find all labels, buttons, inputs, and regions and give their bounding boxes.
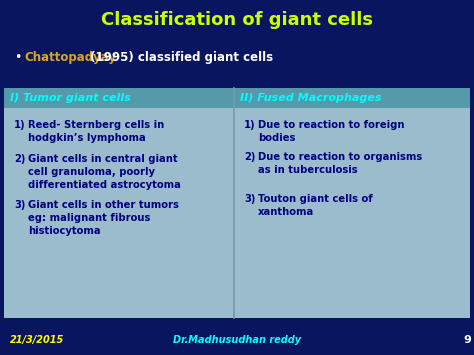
Text: 9: 9 <box>463 335 471 345</box>
Text: (1995) classified giant cells: (1995) classified giant cells <box>86 50 273 64</box>
Text: 1): 1) <box>244 120 255 130</box>
Text: 3): 3) <box>14 200 26 210</box>
Text: Due to reaction to organisms
as in tuberculosis: Due to reaction to organisms as in tuber… <box>258 152 422 175</box>
Text: Reed- Sternberg cells in
hodgkin’s lymphoma: Reed- Sternberg cells in hodgkin’s lymph… <box>28 120 164 143</box>
Text: 1): 1) <box>14 120 26 130</box>
FancyBboxPatch shape <box>234 108 470 318</box>
Text: •: • <box>14 50 21 64</box>
Text: Dr.Madhusudhan reddy: Dr.Madhusudhan reddy <box>173 335 301 345</box>
Text: Giant cells in central giant
cell granuloma, poorly
differentiated astrocytoma: Giant cells in central giant cell granul… <box>28 154 181 190</box>
Text: 3): 3) <box>244 194 255 204</box>
Text: II) Fused Macrophages: II) Fused Macrophages <box>240 93 382 103</box>
Text: I) Tumor giant cells: I) Tumor giant cells <box>10 93 131 103</box>
Text: Classification of giant cells: Classification of giant cells <box>101 11 373 29</box>
Text: Chattopadyay: Chattopadyay <box>24 50 116 64</box>
Text: Giant cells in other tumors
eg: malignant fibrous
histiocytoma: Giant cells in other tumors eg: malignan… <box>28 200 179 236</box>
Text: Touton giant cells of
xanthoma: Touton giant cells of xanthoma <box>258 194 373 217</box>
FancyBboxPatch shape <box>4 108 234 318</box>
Text: Due to reaction to foreign
bodies: Due to reaction to foreign bodies <box>258 120 404 143</box>
Text: 2): 2) <box>14 154 26 164</box>
Text: 2): 2) <box>244 152 255 162</box>
FancyBboxPatch shape <box>4 88 234 108</box>
FancyBboxPatch shape <box>234 88 470 108</box>
Text: 21/3/2015: 21/3/2015 <box>10 335 64 345</box>
